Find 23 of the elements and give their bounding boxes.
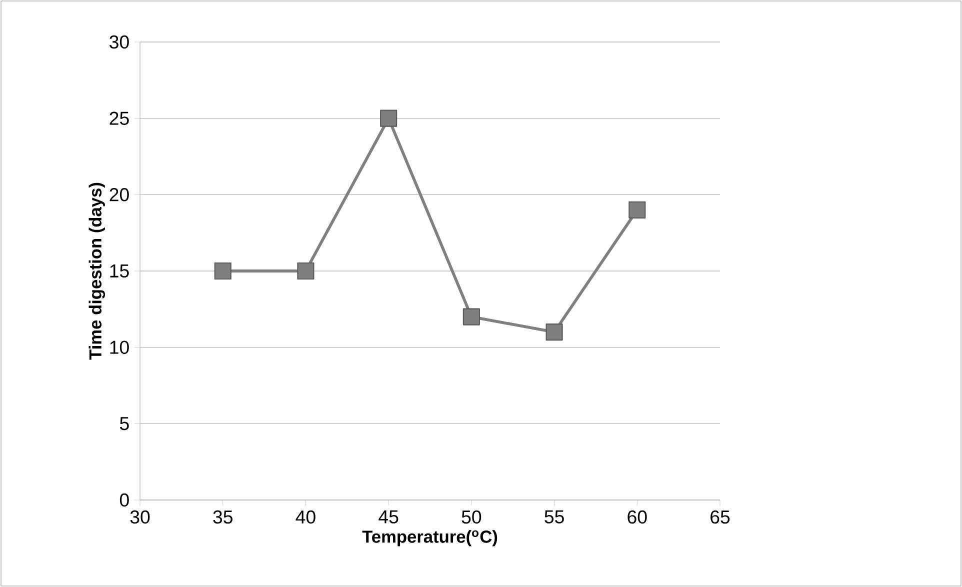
- y-tick-label: 10: [110, 340, 129, 354]
- x-tick-label: 65: [710, 510, 730, 524]
- point: [214, 262, 232, 280]
- x-tick-label: 60: [628, 510, 647, 524]
- point: [297, 262, 314, 280]
- y-tick-label: 30: [110, 35, 129, 49]
- y-tick-label: 0: [120, 493, 129, 507]
- x-tick-label: 45: [378, 510, 398, 524]
- y-tick-label: 15: [110, 264, 129, 278]
- x-tick-label: 30: [130, 510, 150, 524]
- y-tick-label: 25: [110, 112, 129, 125]
- x-tick-label: 35: [213, 510, 232, 524]
- point: [546, 324, 563, 341]
- x-tick-label: 50: [462, 510, 482, 524]
- point: [380, 110, 398, 127]
- x-tick-label: 55: [544, 510, 564, 524]
- point: [628, 201, 646, 218]
- y-tick-label: 20: [110, 188, 129, 202]
- y-axis-title: Time digestion (days): [88, 182, 106, 360]
- x-axis-title: Temperature($^{o}$C): [362, 530, 498, 546]
- y-tick-label: 5: [120, 417, 129, 430]
- x-tick-label: 40: [296, 510, 316, 524]
- point: [462, 308, 480, 326]
